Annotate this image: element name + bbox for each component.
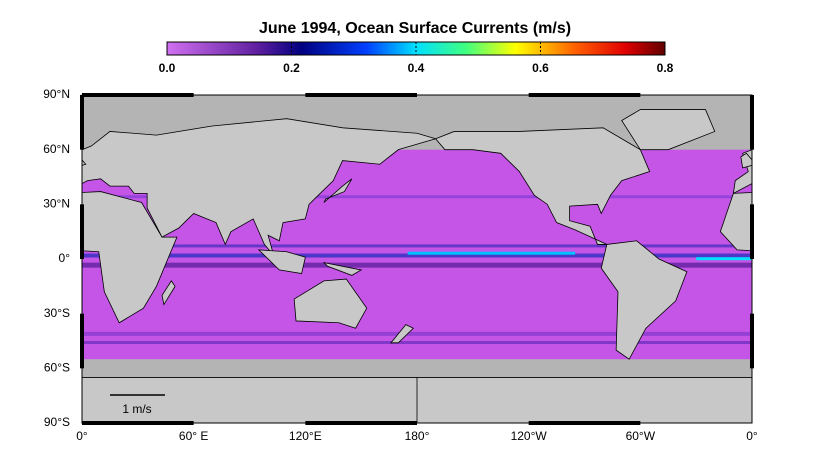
current-band [82,331,752,336]
lat-label: 0° [59,251,71,265]
frame-bar [82,421,194,425]
lon-label: 120°E [289,429,322,443]
map [82,95,752,423]
frame-bar [528,93,641,97]
lon-label: 120°W [511,429,548,443]
land [82,191,178,324]
scale-label: 1 m/s [122,402,151,416]
land [82,118,438,256]
frame-bar [80,313,84,369]
lat-label: 90°N [43,87,70,101]
frame-bar [80,95,84,150]
land [434,127,651,245]
lon-label: 180° [405,429,430,443]
land [621,109,716,151]
land [82,159,87,166]
land [323,178,353,203]
land [322,261,363,276]
colorbar-tick-label: 0.4 [408,61,425,75]
current-band [407,251,576,255]
colorbar-tick-label: 0.6 [532,61,549,75]
colorbar-tick-label: 0.2 [283,61,300,75]
frame-bar [750,204,754,259]
lon-label: 0° [76,429,88,443]
land [390,324,414,344]
land [600,240,688,360]
lat-label: 30°S [44,306,70,320]
frame-bar [528,421,641,425]
current-band [82,244,752,248]
frame-bar [305,93,417,97]
colorbar-tick-label: 0.0 [159,61,176,75]
land [416,377,752,423]
land [719,192,752,252]
lat-label: 90°S [44,415,70,429]
land [257,249,306,275]
lon-label: 60° E [179,429,208,443]
current-band [82,341,752,344]
current-band [82,253,752,258]
frame-bar [80,204,84,259]
land [161,280,176,306]
lat-label: 60°S [44,361,70,375]
frame-bar [750,95,754,150]
chart-title: June 1994, Ocean Surface Currents (m/s) [259,20,571,37]
frame-bar [305,421,417,425]
frame-bar [750,313,754,369]
lon-label: 0° [746,429,758,443]
lat-label: 30°N [43,197,70,211]
current-band [696,257,752,261]
lat-label: 60°N [43,142,70,156]
frame-bar [82,93,194,97]
lon-label: 60°W [626,429,656,443]
current-band [82,195,752,199]
current-band [82,262,752,268]
colorbar-tick-label: 0.8 [657,61,674,75]
land [740,152,752,169]
land [293,278,368,329]
